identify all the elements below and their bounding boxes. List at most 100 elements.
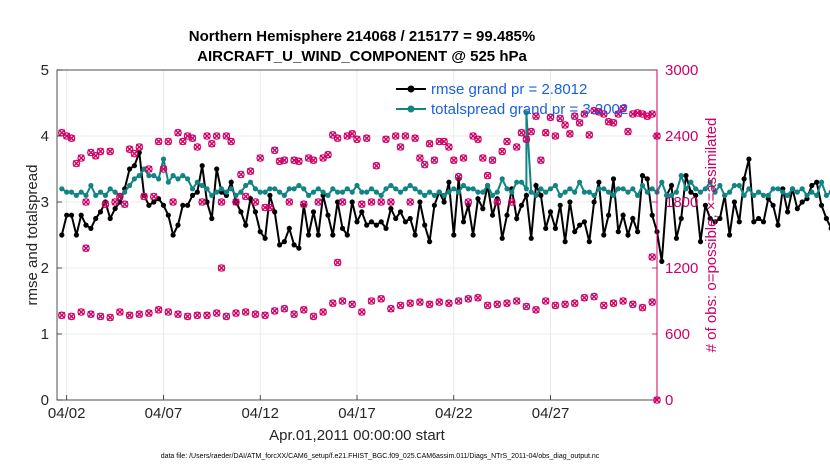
obs-high-4-x2 bbox=[77, 154, 85, 162]
obs-high-14-x2 bbox=[126, 145, 134, 153]
series-0-point-60 bbox=[349, 199, 355, 205]
series-1-point-32 bbox=[214, 189, 220, 195]
obs-high-92 bbox=[503, 137, 511, 146]
obs-extra-0-o bbox=[648, 253, 657, 261]
series-1-point-2 bbox=[68, 189, 75, 195]
obs-low-36-o bbox=[406, 299, 415, 308]
y-tick-label-0: 0 bbox=[41, 392, 49, 409]
obs-high-96 bbox=[522, 135, 531, 144]
series-1-point-64 bbox=[368, 186, 375, 192]
obs-high-100-o bbox=[541, 128, 550, 137]
obs-high-109-x2 bbox=[585, 131, 593, 139]
obs-low-30-x2 bbox=[348, 300, 356, 308]
obs-low-11-x2 bbox=[164, 308, 172, 316]
obs-high-51-x2 bbox=[305, 154, 313, 162]
series-1-point-135 bbox=[707, 179, 713, 185]
obs-high-90-o bbox=[493, 198, 502, 206]
series-0-point-103 bbox=[557, 202, 563, 208]
obs-high-46-o bbox=[280, 156, 289, 165]
obs-low-33 bbox=[377, 294, 386, 303]
series-0-point-10 bbox=[107, 215, 113, 222]
obs-high-20-o bbox=[154, 137, 163, 146]
series-0-point-59 bbox=[344, 232, 350, 238]
obs-low-54-o bbox=[580, 293, 589, 302]
series-0-point-87 bbox=[480, 206, 486, 212]
series-1-point-138 bbox=[722, 192, 728, 198]
series-1-point-69 bbox=[393, 186, 399, 192]
series-0-point-130 bbox=[688, 189, 694, 195]
series-0-point-133 bbox=[702, 202, 709, 208]
obs-high-119-x2 bbox=[634, 109, 642, 117]
series-0-point-1 bbox=[64, 212, 70, 218]
obs-high-11 bbox=[111, 198, 119, 206]
series-0-point-22 bbox=[165, 212, 171, 218]
obs-low-19-o bbox=[241, 308, 250, 316]
obs-high-106-x2 bbox=[571, 112, 579, 120]
series-1-point-0 bbox=[59, 186, 65, 192]
obs-low-38-o bbox=[425, 300, 434, 309]
obs-high-11-x2 bbox=[111, 198, 119, 206]
obs-low-4-x2 bbox=[97, 312, 104, 320]
obs-low-38-x2 bbox=[426, 300, 434, 308]
obs-high-13-x2 bbox=[121, 200, 129, 208]
obs-high-82-x2 bbox=[455, 173, 463, 181]
series-1-point-145 bbox=[756, 189, 762, 195]
obs-low-47 bbox=[512, 297, 521, 305]
series-0-point-76 bbox=[427, 239, 433, 245]
obs-high-3-o bbox=[72, 159, 81, 168]
obs-low-57-o bbox=[609, 299, 618, 308]
obs-low-12-x2 bbox=[174, 310, 182, 318]
obs-high-65-x2 bbox=[372, 162, 380, 170]
obs-low-56-x2 bbox=[600, 301, 608, 309]
obs-high-97 bbox=[527, 127, 536, 136]
obs-high-41 bbox=[256, 154, 265, 162]
obs-high-50-x2 bbox=[300, 200, 308, 208]
x-tick-label-0: 04/02 bbox=[48, 405, 86, 422]
series-1-point-115 bbox=[610, 192, 617, 198]
series-1-point-100 bbox=[538, 186, 544, 192]
obs-high-116 bbox=[619, 104, 627, 113]
obs-high-1-x2 bbox=[63, 132, 71, 140]
obs-low-2-o bbox=[77, 308, 86, 316]
legend-spread-label: totalspread grand pr = 3.2002 bbox=[431, 101, 628, 118]
obs-high-103-o bbox=[556, 114, 565, 123]
obs-low-34-o bbox=[387, 304, 395, 313]
obs-low-17-x2 bbox=[222, 312, 230, 320]
obs-high-61-x2 bbox=[353, 135, 361, 143]
obs-high-72-o bbox=[406, 198, 415, 206]
series-line-0 bbox=[60, 152, 830, 262]
obs-low-7-x2 bbox=[126, 311, 134, 319]
series-0-point-147 bbox=[770, 202, 776, 208]
obs-low-15-x2 bbox=[203, 311, 211, 319]
obs-high-13 bbox=[120, 200, 129, 209]
series-1-point-133 bbox=[697, 189, 704, 195]
obs-high-98-o bbox=[532, 112, 540, 121]
obs-high-40-o bbox=[251, 198, 260, 206]
y2-tick-label-3: 1800 bbox=[665, 194, 698, 211]
obs-low-44-o bbox=[483, 301, 492, 310]
series-1-point-1 bbox=[64, 189, 70, 195]
obs-low-18-o bbox=[232, 309, 240, 317]
series-1-point-54 bbox=[320, 189, 326, 195]
obs-high-81-x2 bbox=[450, 156, 458, 164]
series-1-point-47 bbox=[286, 186, 292, 192]
series-1-point-81 bbox=[451, 186, 457, 192]
obs-high-116-o bbox=[619, 104, 627, 113]
series-1-point-99 bbox=[533, 192, 539, 198]
obs-high-58-x2 bbox=[339, 198, 346, 206]
obs-extra-2-x2 bbox=[218, 264, 225, 272]
obs-low-24-o bbox=[290, 310, 298, 319]
obs-high-122 bbox=[648, 110, 657, 118]
series-0-point-127 bbox=[673, 235, 680, 241]
obs-high-103-x2 bbox=[556, 114, 564, 122]
series-1-point-121 bbox=[639, 182, 646, 189]
obs-high-2 bbox=[67, 134, 76, 143]
series-0-point-26 bbox=[185, 202, 191, 208]
obs-high-90-x2 bbox=[493, 198, 501, 206]
obs-high-15 bbox=[130, 149, 139, 158]
series-1-point-14 bbox=[127, 182, 133, 189]
obs-high-34 bbox=[222, 132, 231, 140]
obs-high-100-x2 bbox=[542, 129, 550, 137]
series-0-point-24 bbox=[175, 222, 181, 228]
series-0-point-89 bbox=[489, 212, 496, 218]
